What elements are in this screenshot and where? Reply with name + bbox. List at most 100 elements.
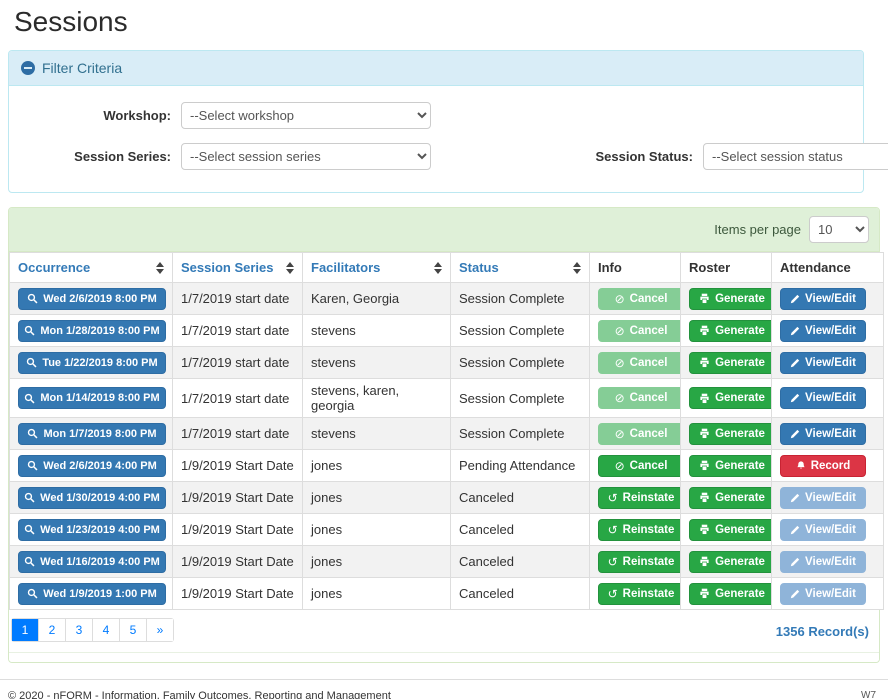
info-action-button[interactable]: ↺Reinstate xyxy=(598,583,681,605)
session-series-select[interactable]: --Select session series xyxy=(181,143,431,170)
column-header-label: Status xyxy=(459,260,499,275)
occurrence-button[interactable]: Mon 1/7/2019 8:00 PM xyxy=(18,423,166,445)
ban-icon: ⊘ xyxy=(615,460,625,472)
pencil-icon xyxy=(790,429,800,439)
page-link-»[interactable]: » xyxy=(147,619,173,641)
roster-cell: Generate xyxy=(681,347,772,379)
attendance-action-button-label: View/Edit xyxy=(805,325,856,337)
sort-icon xyxy=(156,262,164,274)
info-action-button[interactable]: ⊘Cancel xyxy=(598,455,681,477)
roster-generate-button[interactable]: Generate xyxy=(689,352,772,374)
page-link-5[interactable]: 5 xyxy=(120,619,146,641)
attendance-action-button: View/Edit xyxy=(780,519,866,541)
pencil-icon xyxy=(790,557,800,567)
attendance-cell: View/Edit xyxy=(772,482,884,514)
roster-generate-button[interactable]: Generate xyxy=(689,455,772,477)
column-header-facilitators[interactable]: Facilitators xyxy=(303,253,451,283)
page-item-5: 5 xyxy=(120,618,147,642)
ban-icon: ⊘ xyxy=(615,428,625,440)
occurrence-button[interactable]: Wed 2/6/2019 8:00 PM xyxy=(18,288,166,310)
info-cell: ↺Reinstate xyxy=(590,514,681,546)
info-action-button-label: Reinstate xyxy=(623,556,675,568)
column-header-status[interactable]: Status xyxy=(451,253,590,283)
session-series-cell: 1/9/2019 Start Date xyxy=(173,450,303,482)
page-footer: © 2020 - nFORM - Information, Family Out… xyxy=(0,679,888,699)
roster-generate-button[interactable]: Generate xyxy=(689,487,772,509)
page-link-3[interactable]: 3 xyxy=(66,619,92,641)
occurrence-label: Mon 1/7/2019 8:00 PM xyxy=(43,428,156,440)
info-action-button-label: Cancel xyxy=(630,428,668,440)
sessions-table-panel: Items per page 10 OccurrenceSession Seri… xyxy=(8,207,880,663)
info-action-button[interactable]: ↺Reinstate xyxy=(598,487,681,509)
facilitators-cell: stevens xyxy=(303,418,451,450)
page-item-3: 3 xyxy=(66,618,93,642)
attendance-action-button[interactable]: Record xyxy=(780,455,866,477)
minus-circle-icon xyxy=(21,61,35,75)
info-cell: ⊘Cancel xyxy=(590,283,681,315)
occurrence-button[interactable]: Wed 1/23/2019 4:00 PM xyxy=(18,519,166,541)
occurrence-button[interactable]: Wed 1/16/2019 4:00 PM xyxy=(18,551,166,573)
column-header-attendance: Attendance xyxy=(772,253,884,283)
occurrence-button[interactable]: Mon 1/14/2019 8:00 PM xyxy=(18,387,166,409)
roster-generate-button-label: Generate xyxy=(715,428,765,440)
filter-criteria-panel: Filter Criteria Workshop: --Select works… xyxy=(8,50,864,193)
filter-criteria-header[interactable]: Filter Criteria xyxy=(9,51,863,86)
occurrence-label: Wed 2/6/2019 4:00 PM xyxy=(43,460,157,472)
status-cell: Session Complete xyxy=(451,315,590,347)
occurrence-label: Wed 1/16/2019 4:00 PM xyxy=(40,556,160,568)
attendance-cell: View/Edit xyxy=(772,546,884,578)
items-per-page-select[interactable]: 10 xyxy=(809,216,869,243)
records-count: 1356 Record(s) xyxy=(776,618,869,639)
page-link-2[interactable]: 2 xyxy=(39,619,65,641)
attendance-cell: View/Edit xyxy=(772,379,884,418)
info-action-button[interactable]: ↺Reinstate xyxy=(598,551,681,573)
info-action-button-label: Cancel xyxy=(630,392,668,404)
roster-cell: Generate xyxy=(681,514,772,546)
page-item-4: 4 xyxy=(93,618,120,642)
table-bottom-bar: 12345» 1356 Record(s) xyxy=(9,610,879,652)
occurrence-button[interactable]: Tue 1/22/2019 8:00 PM xyxy=(18,352,166,374)
workshop-select[interactable]: --Select workshop xyxy=(181,102,431,129)
occurrence-button[interactable]: Mon 1/28/2019 8:00 PM xyxy=(18,320,166,342)
session-series-cell: 1/7/2019 start date xyxy=(173,315,303,347)
printer-icon xyxy=(699,293,710,304)
occurrence-button[interactable]: Wed 1/9/2019 1:00 PM xyxy=(18,583,166,605)
attendance-action-button[interactable]: View/Edit xyxy=(780,352,866,374)
column-header-occurrence[interactable]: Occurrence xyxy=(10,253,173,283)
printer-icon xyxy=(699,428,710,439)
session-series-cell: 1/7/2019 start date xyxy=(173,347,303,379)
table-header-row: OccurrenceSession SeriesFacilitators Stat… xyxy=(10,253,884,283)
page-link-1[interactable]: 1 xyxy=(12,619,38,641)
session-series-cell: 1/7/2019 start date xyxy=(173,283,303,315)
attendance-action-button[interactable]: View/Edit xyxy=(780,387,866,409)
status-cell: Pending Attendance xyxy=(451,450,590,482)
roster-generate-button[interactable]: Generate xyxy=(689,551,772,573)
page-link-4[interactable]: 4 xyxy=(93,619,119,641)
info-cell: ⊘Cancel xyxy=(590,450,681,482)
session-series-label: Session Series: xyxy=(21,149,181,164)
attendance-action-button[interactable]: View/Edit xyxy=(780,288,866,310)
search-icon xyxy=(27,460,38,471)
attendance-action-button[interactable]: View/Edit xyxy=(780,423,866,445)
roster-generate-button[interactable]: Generate xyxy=(689,423,772,445)
roster-generate-button[interactable]: Generate xyxy=(689,288,772,310)
info-action-button: ⊘ Cancel xyxy=(598,423,681,445)
occurrence-button[interactable]: Wed 1/30/2019 4:00 PM xyxy=(18,487,166,509)
column-header-session-series[interactable]: Session Series xyxy=(173,253,303,283)
attendance-action-button-label: View/Edit xyxy=(805,524,856,536)
attendance-action-button[interactable]: View/Edit xyxy=(780,320,866,342)
occurrence-button[interactable]: Wed 2/6/2019 4:00 PM xyxy=(18,455,166,477)
undo-icon: ↺ xyxy=(608,492,618,504)
roster-generate-button[interactable]: Generate xyxy=(689,320,772,342)
table-toolbar: Items per page 10 xyxy=(9,208,879,252)
session-series-cell: 1/7/2019 start date xyxy=(173,379,303,418)
session-status-select[interactable]: --Select session status xyxy=(703,143,888,170)
roster-generate-button[interactable]: Generate xyxy=(689,583,772,605)
search-icon xyxy=(27,428,38,439)
roster-generate-button[interactable]: Generate xyxy=(689,387,772,409)
table-row: Wed 1/30/2019 4:00 PM1/9/2019 Start Date… xyxy=(10,482,884,514)
roster-cell: Generate xyxy=(681,418,772,450)
roster-generate-button[interactable]: Generate xyxy=(689,519,772,541)
info-action-button[interactable]: ↺Reinstate xyxy=(598,519,681,541)
attendance-action-button-label: Record xyxy=(811,460,851,472)
